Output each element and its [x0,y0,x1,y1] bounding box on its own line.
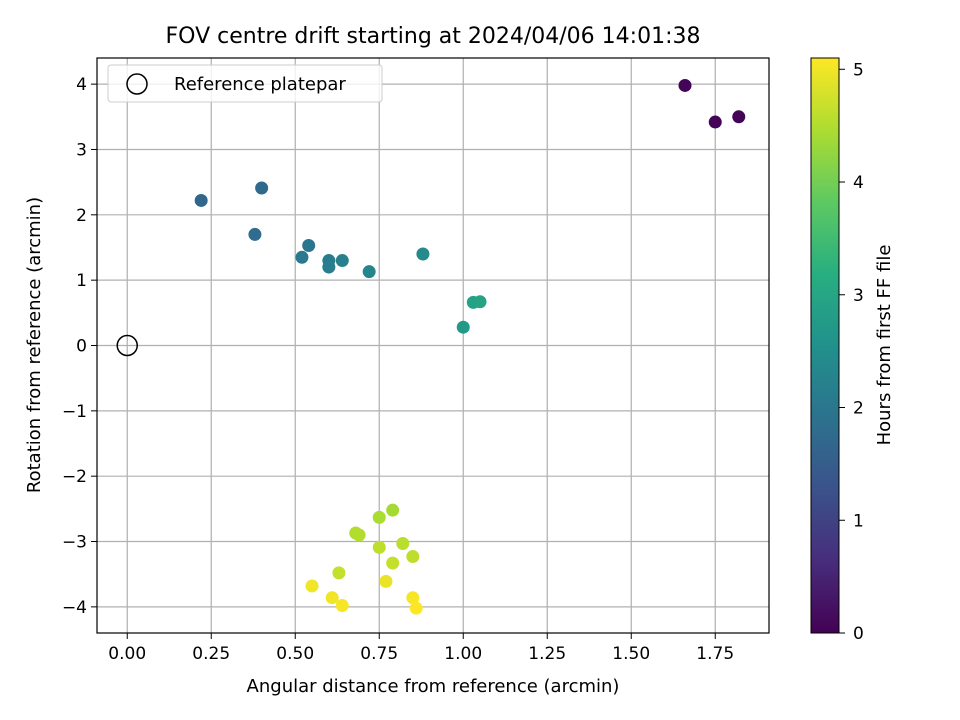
data-point [335,254,349,268]
x-tick-label: 1.75 [696,644,734,664]
colorbar-tick-label: 4 [853,173,864,193]
y-axis-ticks: 4 3 2 1 0 −1 −2 −3 −4 [62,75,97,618]
colorbar-ticks: 0 1 2 3 4 5 [839,60,864,644]
chart-title: FOV centre drift starting at 2024/04/06 … [166,24,701,49]
colorbar: 0 1 2 3 4 5 Hours from first FF file [810,57,895,644]
x-tick-label: 1.50 [612,644,650,664]
data-point [708,115,722,129]
grid-lines [97,58,769,633]
data-point [305,579,319,593]
data-points [194,78,746,615]
x-axis-label: Angular distance from reference (arcmin) [247,676,620,697]
y-tick-label: 2 [76,206,87,226]
data-point [732,110,746,124]
data-point [362,265,376,279]
data-point [372,510,386,524]
reference-platepar-marker [116,334,138,357]
colorbar-tick-label: 2 [853,399,864,419]
data-point [406,591,420,605]
colorbar-tick-label: 5 [853,60,864,80]
legend: Reference platepar [107,64,383,103]
data-point [409,601,423,615]
data-point [194,193,208,207]
x-tick-label: 0.50 [276,644,314,664]
data-point [406,550,420,564]
data-point [335,599,349,613]
reference-layer [116,334,138,357]
y-tick-label: 0 [76,337,87,357]
data-point [325,591,339,605]
colorbar-label: Hours from first FF file [874,245,895,446]
x-tick-label: 1.00 [444,644,482,664]
y-axis-label: Rotation from reference (arcmin) [24,197,45,493]
data-point [295,250,309,264]
data-point [416,247,430,261]
legend-marker-reference [126,73,148,95]
legend-entry-reference: Reference platepar [174,74,346,95]
x-tick-label: 0.75 [360,644,398,664]
legend-box [107,64,383,103]
y-tick-label: 4 [76,75,87,95]
data-point [248,227,262,241]
data-point [352,528,366,542]
x-tick-label: 0.00 [108,644,146,664]
x-tick-label: 1.25 [528,644,566,664]
data-point [678,78,692,92]
data-point [473,295,487,309]
data-point [386,503,400,517]
y-tick-label: −4 [62,598,87,618]
data-point [379,574,393,588]
colorbar-tick-label: 0 [853,624,864,644]
data-point [372,540,386,554]
colorbar-tick-label: 3 [853,286,864,306]
data-point [302,239,316,253]
data-point [396,536,410,550]
y-tick-label: −3 [62,533,87,553]
y-tick-label: −2 [62,467,87,487]
colorbar-tick-label: 1 [853,511,864,531]
data-point [386,556,400,570]
y-tick-label: 3 [76,140,87,160]
y-tick-label: 1 [76,271,87,291]
data-point [332,566,346,580]
y-tick-label: −1 [62,402,87,422]
data-point [456,320,470,334]
data-point [255,181,269,195]
data-point [322,260,336,274]
x-axis-ticks: 0.00 0.25 0.50 0.75 1.00 1.25 1.50 1.75 [108,633,734,664]
colorbar-gradient [810,57,840,634]
x-tick-label: 0.25 [192,644,230,664]
